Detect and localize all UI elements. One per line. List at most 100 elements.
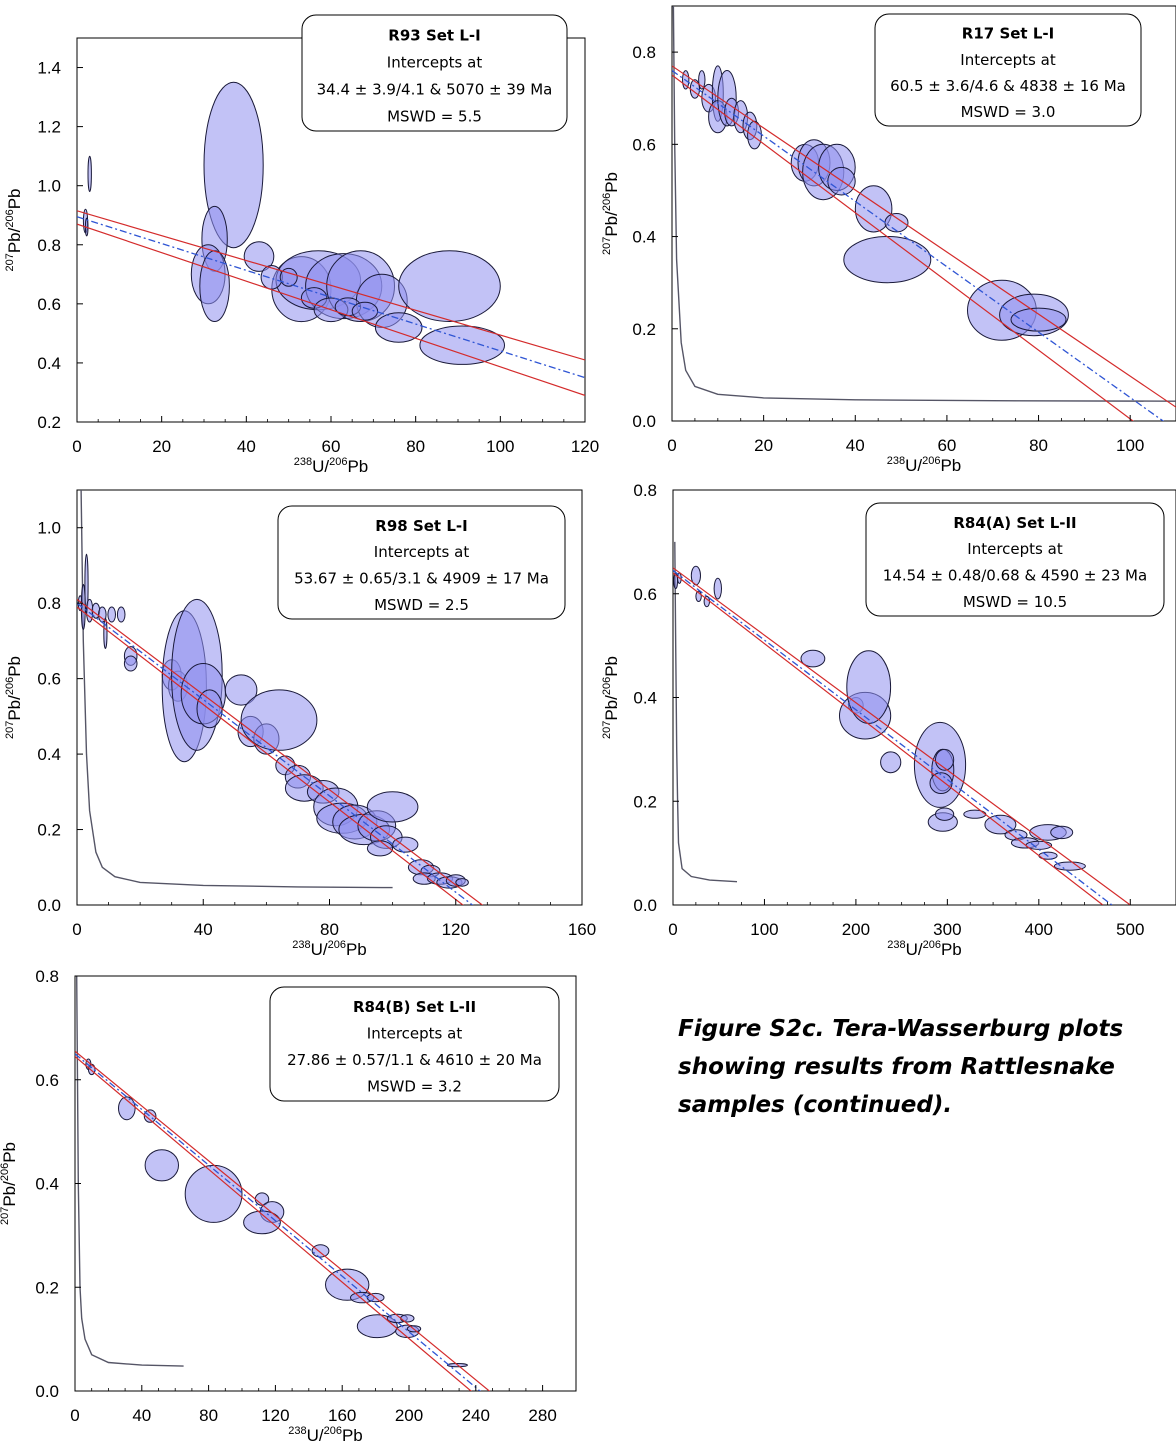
- y-axis-label-part-0: 207: [4, 721, 16, 739]
- intercept-info-line-0: Intercepts at: [367, 1025, 463, 1043]
- regression-line: [672, 70, 1165, 421]
- error-ellipse-6: [800, 649, 826, 668]
- y-tick-label-1: 0.2: [37, 821, 61, 840]
- error-ellipse-20: [240, 689, 318, 751]
- error-ellipse-4: [144, 1149, 180, 1182]
- intercept-info-line-1: 53.67 ± 0.65/3.1 & 4909 ± 17 Ma: [294, 570, 549, 588]
- error-ellipse-9: [311, 1244, 330, 1258]
- chart-r17: 0 20 40 60 80 1000.00.20.40.60.8238U/206Pb207…: [601, 5, 1176, 475]
- x-tick-label-5: 500: [1116, 920, 1144, 939]
- plot-content: [75, 976, 491, 1391]
- y-tick-label-2: 0.4: [35, 1175, 59, 1194]
- y-axis-label-part-3: Pb: [602, 172, 621, 193]
- chart-r84b: 0 40 80 120 160 200 240 280 0.0 0.2 0.4 0.6 0.8 238U/…: [0, 967, 577, 1445]
- concordia-curve: [672, 6, 1176, 402]
- error-ellipse-16: [935, 807, 955, 821]
- x-axis-label-part-1: U/: [905, 456, 922, 475]
- y-tick-label-4: 1.0: [37, 177, 61, 196]
- y-tick-label-6: 1.4: [37, 59, 61, 78]
- y-tick-label-0: 0.0: [35, 1382, 59, 1401]
- y-axis-label-part-2: 206: [4, 209, 16, 227]
- error-ellipse-11: [398, 250, 501, 323]
- x-axis-label: 238U/206Pb: [288, 1425, 363, 1445]
- error-ellipse-7: [107, 606, 116, 623]
- y-axis-label-part-1: Pb/: [602, 211, 621, 237]
- error-envelope-line-1: [672, 74, 1134, 421]
- y-tick-label-5: 1.0: [37, 519, 61, 538]
- y-tick-label-2: 0.4: [633, 689, 657, 708]
- error-ellipse-25: [1053, 861, 1086, 871]
- x-tick-label-5: 200: [395, 1406, 423, 1425]
- y-axis-label-part-1: Pb/: [602, 695, 621, 721]
- y-tick-label-0: 0.0: [37, 896, 61, 915]
- y-tick-label-3: 0.8: [37, 236, 61, 255]
- x-tick-label-1: 20: [152, 437, 171, 456]
- x-tick-label-5: 100: [486, 437, 514, 456]
- x-axis-label-part-3: Pb: [940, 456, 961, 475]
- x-axis-label-part-1: U/: [312, 457, 329, 476]
- error-envelope-line-1: [77, 223, 585, 396]
- intercept-info-line-0: Intercepts at: [960, 51, 1056, 69]
- x-tick-label-5: 100: [1116, 436, 1144, 455]
- y-tick-label-1: 0.2: [632, 320, 656, 339]
- y-axis-label-part-0: 207: [0, 1207, 11, 1225]
- error-envelope-line-0: [673, 567, 1131, 905]
- x-tick-label-2: 200: [842, 920, 870, 939]
- y-axis-label-part-3: Pb: [602, 656, 621, 677]
- error-envelope-line-1: [75, 1055, 472, 1391]
- x-tick-label-3: 120: [261, 1406, 289, 1425]
- x-tick-label-0: 0: [667, 436, 676, 455]
- y-axis-label: 207Pb/206Pb: [4, 188, 24, 271]
- error-ellipse-17: [224, 674, 258, 706]
- x-axis-label: 238U/206Pb: [294, 456, 369, 476]
- x-tick-label-7: 280: [528, 1406, 556, 1425]
- error-ellipse-12: [419, 325, 506, 365]
- y-tick-label-2: 0.4: [632, 228, 656, 247]
- error-ellipse-18: [351, 301, 379, 321]
- x-axis-label-part-2: 206: [324, 1425, 342, 1437]
- error-ellipse-2: [118, 1096, 136, 1121]
- x-tick-label-4: 160: [328, 1406, 356, 1425]
- y-tick-label-1: 0.2: [35, 1278, 59, 1297]
- x-axis-label-part-1: U/: [906, 940, 923, 959]
- regression-line: [77, 602, 474, 905]
- chart-r98: 0 40 80 120 1600.00.20.40.60.81.0238U/206Pb2…: [4, 489, 596, 959]
- x-tick-label-4: 400: [1025, 920, 1053, 939]
- x-axis-label-part-3: Pb: [347, 457, 368, 476]
- error-ellipse-30: [366, 791, 419, 823]
- x-axis-label-part-0: 238: [887, 455, 905, 467]
- y-axis-label: 207Pb/206Pb: [601, 656, 621, 739]
- x-axis-label-part-3: Pb: [941, 940, 962, 959]
- x-tick-label-3: 120: [442, 920, 470, 939]
- x-axis-label-part-2: 206: [922, 455, 940, 467]
- figure-caption: Figure S2c. Tera-Wasserburg plots showin…: [678, 1016, 1124, 1118]
- plot-content: [672, 6, 1176, 421]
- x-axis-label: 238U/206Pb: [887, 455, 962, 475]
- y-tick-label-4: 0.8: [35, 967, 59, 986]
- x-tick-label-0: 0: [72, 920, 81, 939]
- error-envelope-line-1: [77, 606, 464, 905]
- intercept-info-line-2: MSWD = 5.5: [387, 108, 482, 126]
- intercept-info-line-2: MSWD = 3.2: [367, 1078, 462, 1096]
- x-tick-label-3: 60: [937, 436, 956, 455]
- x-axis-label-part-0: 238: [288, 1425, 306, 1437]
- y-tick-label-0: 0.2: [37, 413, 61, 432]
- x-tick-label-4: 160: [568, 920, 596, 939]
- intercept-info-line-2: MSWD = 3.0: [961, 103, 1056, 121]
- error-ellipse-15: [400, 1314, 415, 1323]
- y-axis-label-part-1: Pb/: [5, 227, 24, 253]
- y-tick-label-2: 0.6: [37, 295, 61, 314]
- x-tick-label-0: 0: [668, 920, 677, 939]
- error-envelope-line-0: [77, 210, 585, 361]
- x-tick-label-1: 40: [132, 1406, 151, 1425]
- y-tick-label-1: 0.4: [37, 354, 61, 373]
- y-tick-label-4: 0.8: [632, 43, 656, 62]
- x-axis-label: 238U/206Pb: [292, 939, 367, 959]
- error-ellipse-10: [880, 751, 902, 774]
- x-tick-label-6: 240: [462, 1406, 490, 1425]
- y-tick-label-0: 0.0: [632, 412, 656, 431]
- y-axis-label-part-0: 207: [4, 253, 16, 271]
- intercept-info-box: [301, 14, 568, 132]
- concordia-curve: [80, 490, 393, 889]
